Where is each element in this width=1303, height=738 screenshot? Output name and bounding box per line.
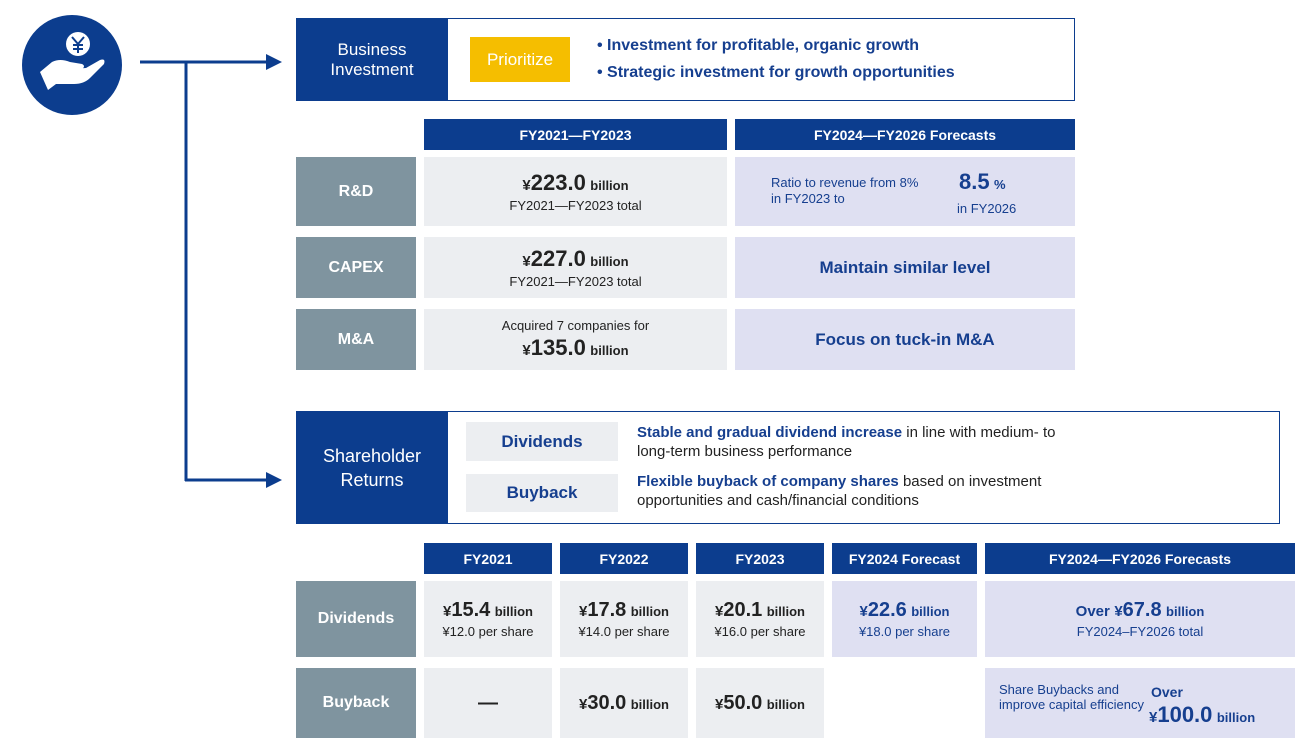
currency: ¥ xyxy=(714,603,724,620)
note: FY2024–FY2026 total xyxy=(1076,624,1204,639)
note: FY2021—FY2023 total xyxy=(509,274,642,289)
row-label: M&A xyxy=(296,309,416,370)
flow-graphics xyxy=(22,15,282,488)
note: Acquired 7 companies for xyxy=(501,318,650,333)
currency: ¥ xyxy=(1114,603,1123,620)
row-label: CAPEX xyxy=(296,237,416,298)
unit: billion xyxy=(1166,604,1205,619)
unit: billion xyxy=(630,604,669,619)
currency: ¥ xyxy=(578,603,588,620)
currency: ¥ xyxy=(859,603,868,620)
cell: ¥30.0 billion xyxy=(560,668,688,738)
note: ¥12.0 per share xyxy=(442,624,534,639)
description: Stable and gradual dividend increase in … xyxy=(637,423,1057,461)
unit: billion xyxy=(630,696,669,712)
cell: Acquired 7 companies for ¥135.0 billion xyxy=(424,309,727,370)
unit: billion xyxy=(590,343,629,358)
cell: ¥20.1 billion ¥16.0 per share xyxy=(696,581,824,657)
section-label: Shareholder Returns xyxy=(296,411,448,524)
amount: 227.0 xyxy=(530,246,586,271)
amount: 20.1 xyxy=(723,599,763,621)
unit: % xyxy=(994,177,1006,192)
header: FY2021—FY2023 xyxy=(424,119,727,150)
point: • Strategic investment for growth opport… xyxy=(597,64,955,81)
prefix: Over xyxy=(1075,603,1110,620)
section-label: Business Investment xyxy=(296,18,448,101)
cell: ¥223.0 billion FY2021—FY2023 total xyxy=(424,157,727,226)
arrowhead xyxy=(266,472,282,488)
yen-sign xyxy=(71,36,85,53)
prefix: Over xyxy=(1151,684,1183,700)
currency: ¥ xyxy=(522,177,531,194)
note: in FY2026 xyxy=(957,201,1017,216)
row-label: Dividends xyxy=(296,581,416,657)
text: in line with medium- to long-term busine… xyxy=(637,424,1056,460)
note: FY2021—FY2023 total xyxy=(509,198,642,213)
arrowhead xyxy=(266,54,282,70)
point: • Investment for profitable, organic gro… xyxy=(597,37,920,54)
tag: Dividends xyxy=(466,422,618,461)
note: ¥14.0 per share xyxy=(578,624,670,639)
header: FY2021 xyxy=(424,543,552,574)
amount: 22.6 xyxy=(867,599,907,621)
amount: 67.8 xyxy=(1122,599,1162,621)
highlight: Stable and gradual dividend increase xyxy=(637,424,903,441)
amount: 15.4 xyxy=(451,599,491,621)
cell: Maintain similar level xyxy=(735,237,1075,298)
unit: billion xyxy=(911,604,950,619)
unit: billion xyxy=(766,696,805,712)
cell: ¥50.0 billion xyxy=(696,668,824,738)
header: FY2024 Forecast xyxy=(832,543,977,574)
amount: 50.0 xyxy=(723,691,763,714)
currency: ¥ xyxy=(442,603,452,620)
unit: billion xyxy=(590,178,629,193)
amount: 17.8 xyxy=(587,599,627,621)
section-box xyxy=(448,411,1280,524)
currency: ¥ xyxy=(522,253,531,270)
cell: — xyxy=(424,668,552,738)
row-label: R&D xyxy=(296,157,416,226)
amount: 100.0 xyxy=(1157,702,1213,727)
note: ¥16.0 per share xyxy=(714,624,806,639)
header: FY2023 xyxy=(696,543,824,574)
cell: ¥22.6 billion ¥18.0 per share xyxy=(832,581,977,657)
amount: 8.5 xyxy=(959,169,990,194)
header: FY2024—FY2026 Forecasts xyxy=(735,119,1075,150)
text: Share Buybacks and improve capital effic… xyxy=(999,682,1144,712)
cell: ¥227.0 billion FY2021—FY2023 total xyxy=(424,237,727,298)
cell: ¥15.4 billion ¥12.0 per share xyxy=(424,581,552,657)
hand xyxy=(40,59,105,90)
tag: Prioritize xyxy=(470,37,570,82)
currency: ¥ xyxy=(1149,709,1158,726)
highlight: Flexible buyback of company shares xyxy=(637,473,899,490)
text: based on investment opportunities and ca… xyxy=(637,473,1042,509)
currency: ¥ xyxy=(522,342,531,359)
cell: ¥17.8 billion ¥14.0 per share xyxy=(560,581,688,657)
cell: Over ¥67.8 billion FY2024–FY2026 total xyxy=(985,581,1295,657)
amount: 30.0 xyxy=(587,691,627,714)
currency: ¥ xyxy=(714,695,724,713)
header: FY2022 xyxy=(560,543,688,574)
cell: Share Buybacks and improve capital effic… xyxy=(985,668,1295,738)
header: FY2024—FY2026 Forecasts xyxy=(985,543,1295,574)
unit: billion xyxy=(1216,710,1256,725)
unit: billion xyxy=(590,254,629,269)
tag: Buyback xyxy=(466,474,618,512)
unit: billion xyxy=(494,604,533,619)
description: Flexible buyback of company shares based… xyxy=(637,472,1077,510)
section-box xyxy=(448,18,1075,101)
cell: Ratio to revenue from 8% in FY2023 to 8.… xyxy=(735,157,1075,226)
currency: ¥ xyxy=(578,695,588,713)
note: ¥18.0 per share xyxy=(858,624,951,639)
text: Ratio to revenue from 8% in FY2023 to xyxy=(771,175,919,206)
cell: Focus on tuck-in M&A xyxy=(735,309,1075,370)
amount: 135.0 xyxy=(530,335,586,360)
row-label: Buyback xyxy=(296,668,416,738)
amount: 223.0 xyxy=(530,170,586,195)
unit: billion xyxy=(766,604,805,619)
